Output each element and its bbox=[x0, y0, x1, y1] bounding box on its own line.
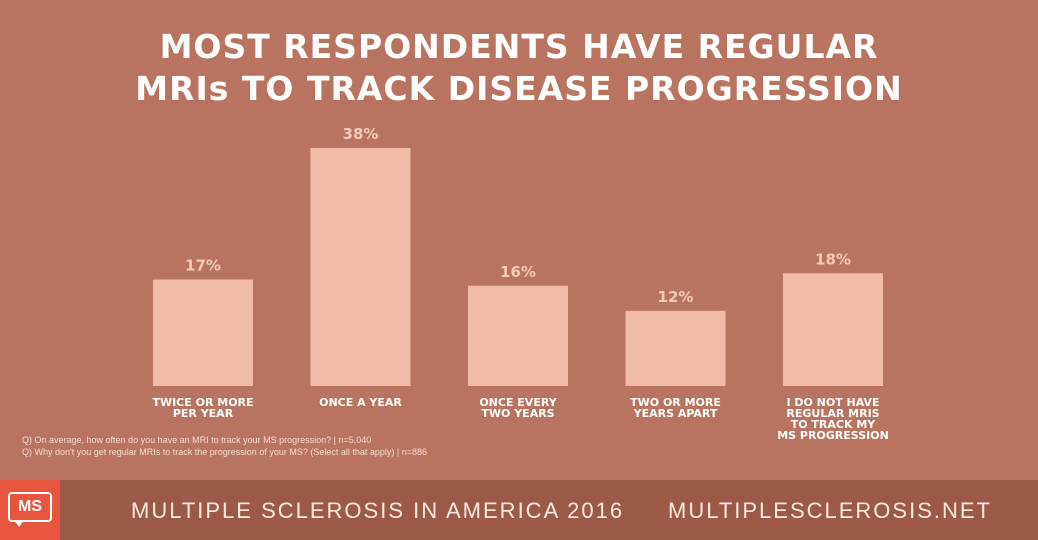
bar bbox=[310, 148, 411, 386]
ms-logo[interactable]: MS bbox=[0, 480, 60, 540]
bar bbox=[625, 310, 726, 386]
category-label-line: YEARS APART bbox=[633, 407, 718, 420]
chart-title-line-1: MOST RESPONDENTS HAVE REGULAR bbox=[159, 27, 879, 66]
bar-value-label: 12% bbox=[658, 288, 694, 306]
category-label: TWO OR MORE YEARS APART bbox=[630, 396, 721, 420]
category-label: ONCE A YEAR bbox=[319, 396, 402, 409]
bar-value-label: 18% bbox=[815, 250, 851, 268]
footer-website-link[interactable]: MULTIPLESCLEROSIS.NET bbox=[668, 498, 992, 523]
footer-bar: MS MULTIPLE SCLEROSIS IN AMERICA 2016 MU… bbox=[0, 480, 1038, 540]
survey-notes: Q) On average, how often do you have an … bbox=[22, 434, 427, 458]
survey-note-2: Q) Why don't you get regular MRIs to tra… bbox=[22, 447, 427, 457]
category-label-line: PER YEAR bbox=[173, 407, 234, 420]
bar bbox=[468, 285, 568, 386]
category-label: ONCE EVERY TWO YEARS bbox=[479, 396, 557, 420]
ms-logo-text: MS bbox=[8, 492, 52, 522]
category-label-line: I DO NOT HAVE bbox=[786, 396, 879, 409]
category-label-line: TWICE OR MORE bbox=[152, 396, 253, 409]
chart-title-line-2: MRIs TO TRACK DISEASE PROGRESSION bbox=[135, 69, 903, 108]
category-label: TWICE OR MORE PER YEAR bbox=[152, 396, 253, 420]
category-label-line: REGULAR MRIS bbox=[786, 407, 879, 420]
category-label-line: TO TRACK MY bbox=[791, 418, 877, 431]
bar bbox=[783, 273, 883, 386]
bar-value-label: 38% bbox=[343, 125, 379, 143]
category-label-line: TWO OR MORE bbox=[630, 396, 721, 409]
bar bbox=[153, 279, 253, 386]
category-label-line: ONCE EVERY bbox=[479, 396, 557, 409]
bar-value-label: 17% bbox=[185, 257, 221, 275]
survey-note-1: Q) On average, how often do you have an … bbox=[22, 435, 372, 445]
category-label: I DO NOT HAVE REGULAR MRIS TO TRACK MY MS P… bbox=[777, 396, 889, 442]
category-label-line: MS PROGRESSION bbox=[777, 429, 889, 442]
category-label-line: TWO YEARS bbox=[481, 407, 554, 420]
category-label-line: ONCE A YEAR bbox=[319, 396, 402, 409]
chart-title: MOST RESPONDENTS HAVE REGULAR MRIs TO TR… bbox=[0, 26, 1038, 110]
footer-title: MULTIPLE SCLEROSIS IN AMERICA 2016 bbox=[131, 498, 625, 523]
bar-value-label: 16% bbox=[500, 263, 536, 281]
bar-chart: 17% TWICE OR MORE PER YEAR 38% ONCE A YEAR 16… bbox=[152, 125, 889, 442]
speech-bubble-tail-icon bbox=[14, 520, 24, 527]
